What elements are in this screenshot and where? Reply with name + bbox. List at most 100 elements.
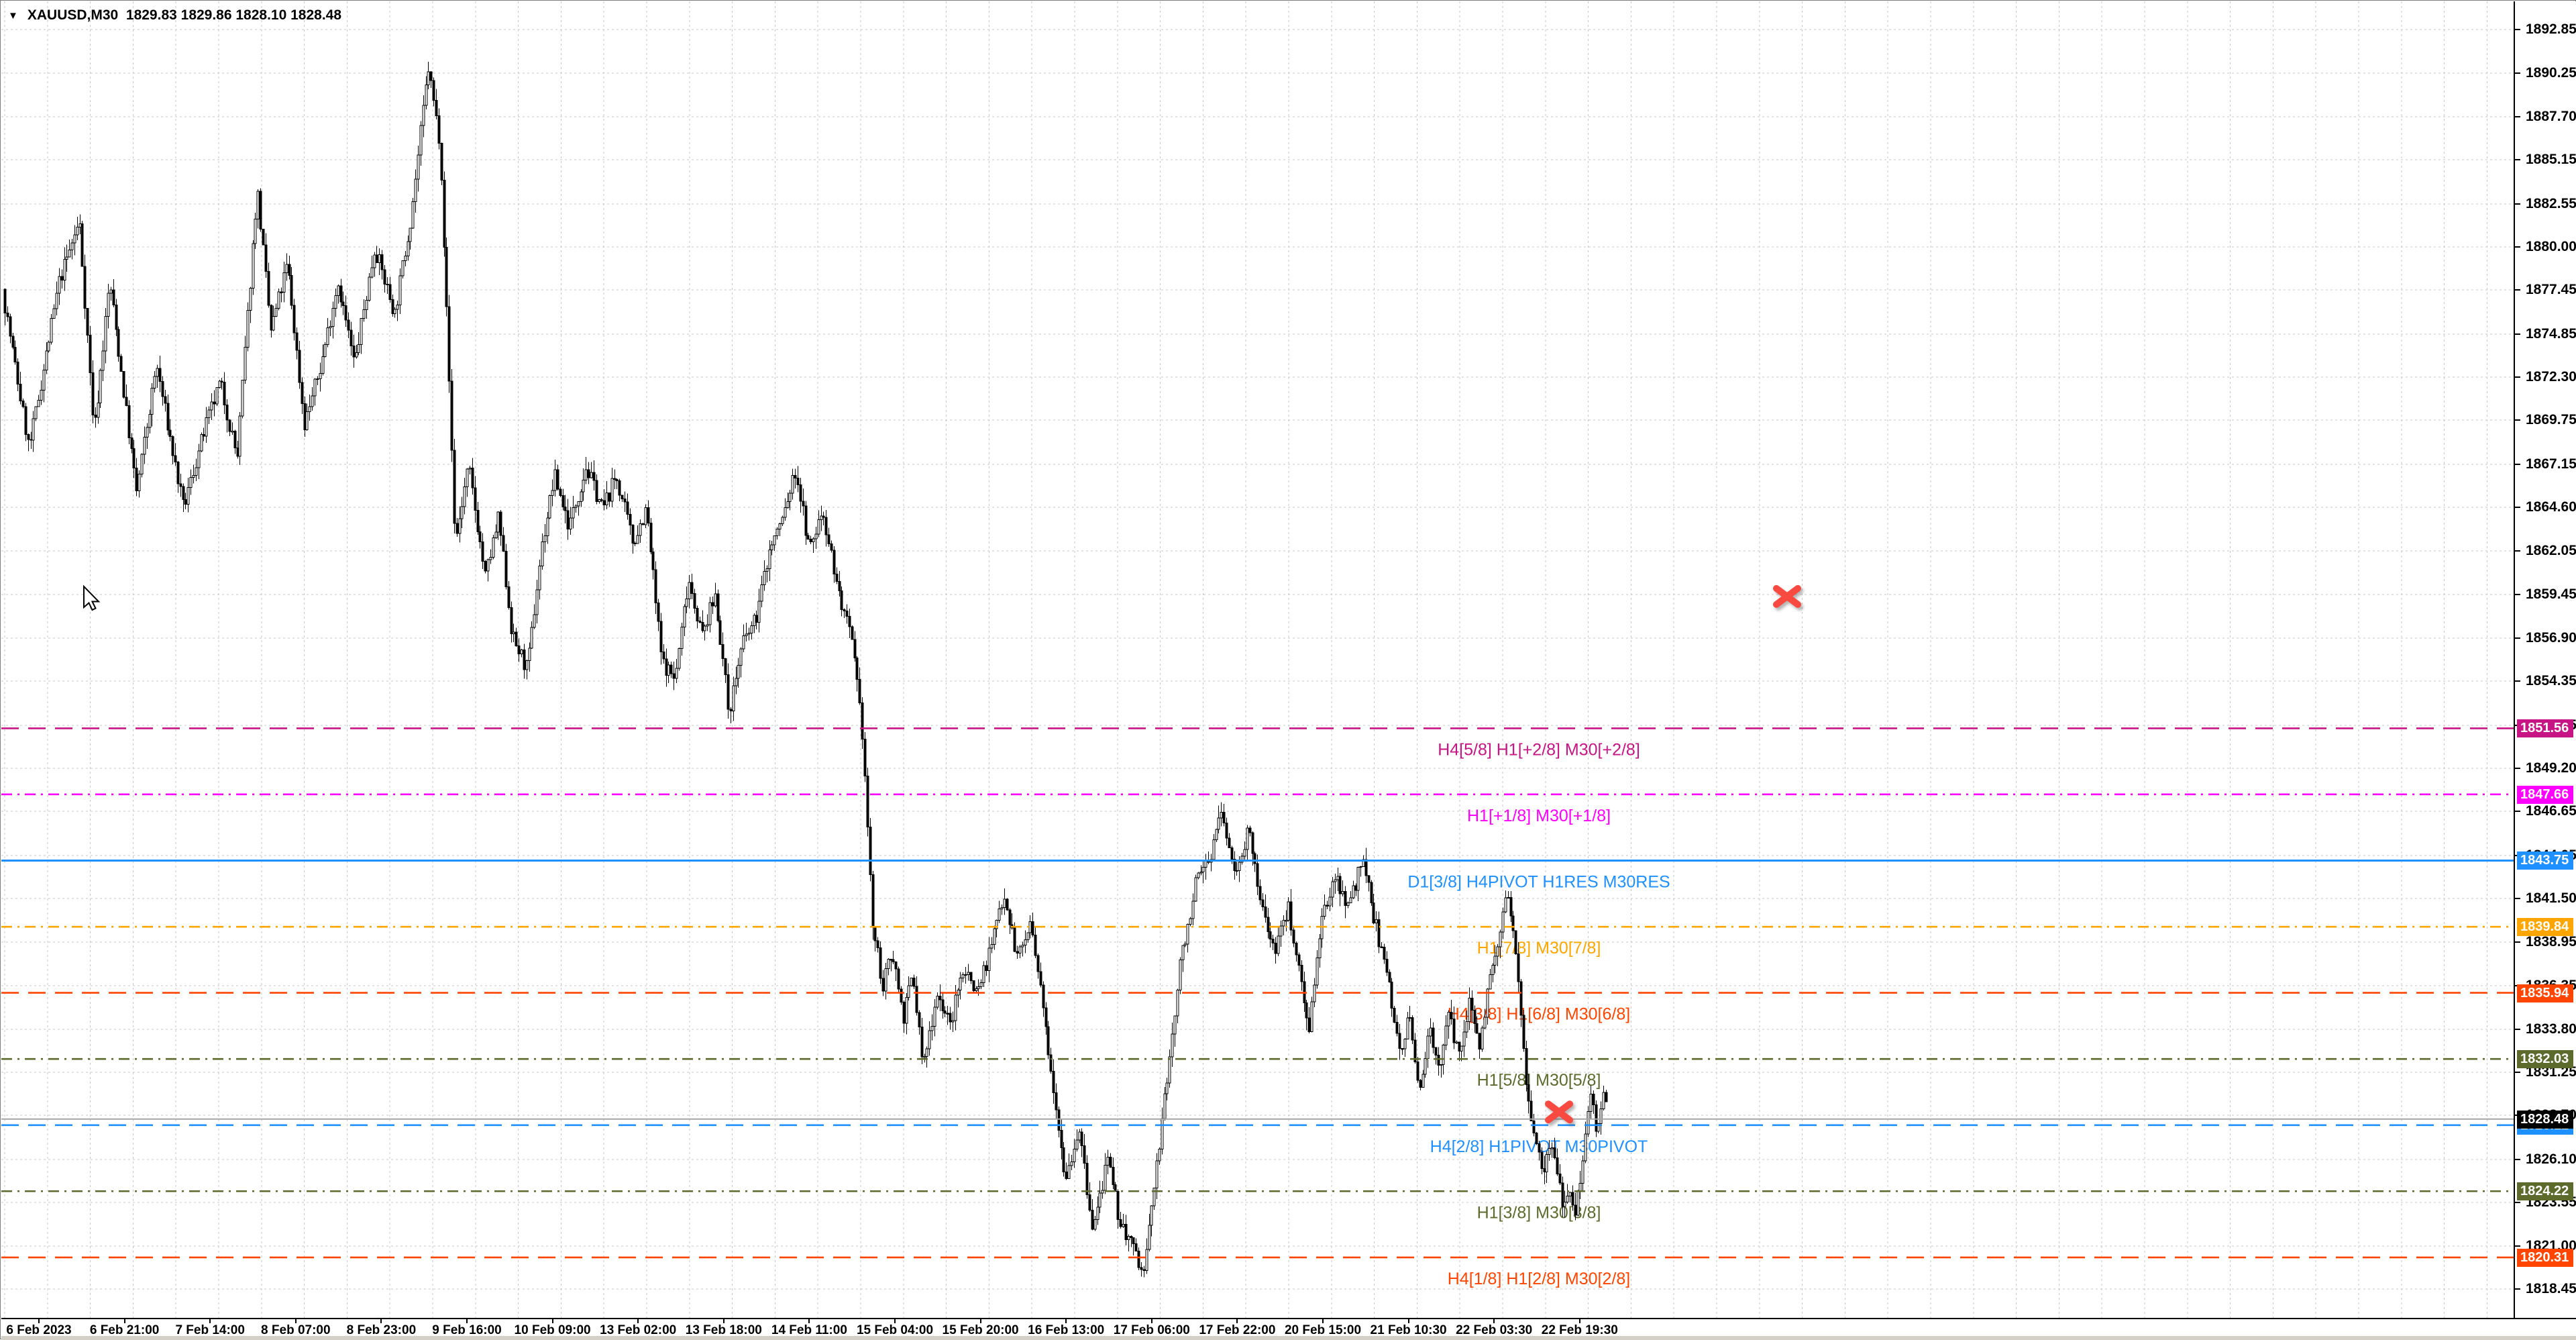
- chart-dropdown-icon: ▼: [8, 9, 18, 21]
- price-axis-label: 1867.15: [2526, 456, 2576, 472]
- time-axis[interactable]: 6 Feb 2023 6 Feb 21:00 7 Feb 14:00 8 Feb 07…: [1, 1318, 2576, 1337]
- pivot-line-label: H1[3/8] M30[3/8]: [1477, 1203, 1601, 1222]
- price-axis[interactable]: 1892.85 1890.25 1887.70 1885.15 1882.55 1880.…: [2514, 1, 2576, 1318]
- price-axis-tick: [2515, 1159, 2520, 1160]
- mouse-cursor-icon: [83, 584, 101, 611]
- time-axis-label: 6 Feb 21:00: [89, 1323, 160, 1337]
- pivot-price-badge: 1839.84: [2517, 918, 2573, 936]
- time-axis-label: 17 Feb 06:00: [1113, 1323, 1190, 1337]
- pivot-price-badge: 1832.03: [2517, 1050, 2573, 1068]
- price-axis-label: 1874.85: [2526, 326, 2576, 342]
- price-axis-label: 1877.45: [2526, 282, 2576, 297]
- price-axis-label: 1880.00: [2526, 239, 2576, 254]
- price-axis-tick: [2515, 289, 2520, 291]
- pivot-price-badge: 1824.22: [2517, 1182, 2573, 1200]
- pivot-lines[interactable]: [1, 727, 2514, 1259]
- pivot-line-label: H4[1/8] H1[2/8] M30[2/8]: [1448, 1270, 1630, 1288]
- price-axis-label: 1833.80: [2526, 1021, 2576, 1037]
- time-axis-tick: [808, 1319, 810, 1323]
- price-axis-tick: [2515, 246, 2520, 248]
- price-axis-tick: [2515, 811, 2520, 812]
- time-axis-label: 22 Feb 19:30: [1541, 1323, 1618, 1337]
- price-axis-tick: [2515, 1245, 2520, 1247]
- time-axis-tick: [637, 1319, 639, 1323]
- price-axis-tick: [2515, 768, 2520, 769]
- price-axis-tick: [2515, 637, 2520, 639]
- time-axis-tick: [894, 1319, 896, 1323]
- price-axis-tick: [2515, 550, 2520, 552]
- price-axis-tick: [2515, 419, 2520, 421]
- price-axis-label: 1869.75: [2526, 412, 2576, 427]
- time-axis-label: 6 Feb 2023: [6, 1323, 72, 1337]
- price-axis-tick: [2515, 680, 2520, 682]
- time-axis-tick: [1065, 1319, 1067, 1323]
- time-axis-label: 22 Feb 03:30: [1456, 1323, 1533, 1337]
- time-axis-tick: [294, 1319, 297, 1323]
- price-axis-label: 1854.35: [2526, 673, 2576, 688]
- price-axis-tick: [2515, 1202, 2520, 1203]
- time-axis-label: 16 Feb 13:00: [1028, 1323, 1105, 1337]
- time-axis-label: 17 Feb 22:00: [1199, 1323, 1276, 1337]
- time-axis-tick: [1493, 1319, 1495, 1323]
- price-axis-label: 1882.55: [2526, 196, 2576, 211]
- price-axis-tick: [2515, 1288, 2520, 1290]
- pivot-price-badge: 1835.94: [2517, 984, 2573, 1002]
- chart-plot-area[interactable]: H4[5/8] H1[+2/8] M30[+2/8] H1[+1/8] M30[+…: [1, 1, 2514, 1318]
- price-axis-label: 1838.95: [2526, 934, 2576, 949]
- pivot-line-label: H4[3/8] H1[6/8] M30[6/8]: [1448, 1005, 1630, 1024]
- time-axis-label: 20 Feb 15:00: [1284, 1323, 1362, 1337]
- price-axis-tick: [2515, 29, 2520, 30]
- time-axis-tick: [38, 1319, 40, 1323]
- price-axis-label: 1856.90: [2526, 630, 2576, 646]
- price-axis-tick: [2515, 594, 2520, 595]
- time-axis-label: 10 Feb 09:00: [514, 1323, 591, 1337]
- time-axis-label: 13 Feb 18:00: [685, 1323, 762, 1337]
- price-axis-tick: [2515, 507, 2520, 508]
- red-x-marker[interactable]: [1545, 1100, 1573, 1124]
- time-axis-label: 8 Feb 23:00: [346, 1323, 417, 1337]
- price-axis-label: 1826.10: [2526, 1151, 2576, 1167]
- price-axis-label: 1859.45: [2526, 586, 2576, 602]
- pivot-line-label: H1[5/8] M30[5/8]: [1477, 1071, 1601, 1090]
- time-axis-label: 8 Feb 07:00: [261, 1323, 331, 1337]
- price-axis-tick: [2515, 333, 2520, 335]
- red-x-marker[interactable]: [1773, 584, 1801, 608]
- price-axis-tick: [2515, 203, 2520, 205]
- time-axis-tick: [209, 1319, 211, 1323]
- time-axis-tick: [1150, 1319, 1152, 1323]
- time-axis-label: 15 Feb 04:00: [856, 1323, 934, 1337]
- time-axis-tick: [1322, 1319, 1324, 1323]
- candles-series[interactable]: [3, 61, 1608, 1278]
- pivot-price-badge: 1820.31: [2517, 1249, 2573, 1267]
- time-axis-tick: [1578, 1319, 1580, 1323]
- price-axis-tick: [2515, 376, 2520, 378]
- candlestick-chart[interactable]: H4[5/8] H1[+2/8] M30[+2/8] H1[+1/8] M30[+…: [1, 1, 2514, 1318]
- window-bottom-border: [1, 1336, 2576, 1340]
- time-axis-tick: [123, 1319, 125, 1323]
- current-price-badge: 1828.48: [2517, 1111, 2573, 1129]
- price-axis-label: 1887.70: [2526, 109, 2576, 124]
- pivot-line-label: H1[7/8] M30[7/8]: [1477, 939, 1601, 958]
- pivot-line-label: H1[+1/8] M30[+1/8]: [1467, 807, 1611, 825]
- pivot-line-label: D1[3/8] H4PIVOT H1RES M30RES: [1407, 872, 1670, 891]
- time-axis-label: 21 Feb 10:30: [1370, 1323, 1447, 1337]
- price-axis-tick: [2515, 72, 2520, 74]
- price-axis-label: 1849.20: [2526, 760, 2576, 776]
- time-axis-tick: [1236, 1319, 1238, 1323]
- price-axis-tick: [2515, 1029, 2520, 1030]
- time-axis-tick: [979, 1319, 981, 1323]
- time-axis-label: 13 Feb 02:00: [600, 1323, 677, 1337]
- time-axis-tick: [380, 1319, 382, 1323]
- pivot-line-label: H4[5/8] H1[+2/8] M30[+2/8]: [1438, 740, 1640, 759]
- grid: [1, 1, 2514, 1318]
- price-axis-tick: [2515, 159, 2520, 160]
- price-axis-label: 1841.50: [2526, 890, 2576, 906]
- symbol-info-bar: ▼ XAUUSD,M30 1829.83 1829.86 1828.10 1828…: [8, 5, 341, 25]
- time-axis-label: 9 Feb 16:00: [432, 1323, 502, 1337]
- time-axis-label: 14 Feb 11:00: [771, 1323, 847, 1337]
- price-axis-label: 1890.25: [2526, 65, 2576, 81]
- pivot-labels: H4[5/8] H1[+2/8] M30[+2/8] H1[+1/8] M30[+…: [1407, 740, 1670, 1288]
- pivot-price-badge: 1847.66: [2517, 786, 2573, 804]
- pivot-price-badge: 1843.75: [2517, 852, 2573, 870]
